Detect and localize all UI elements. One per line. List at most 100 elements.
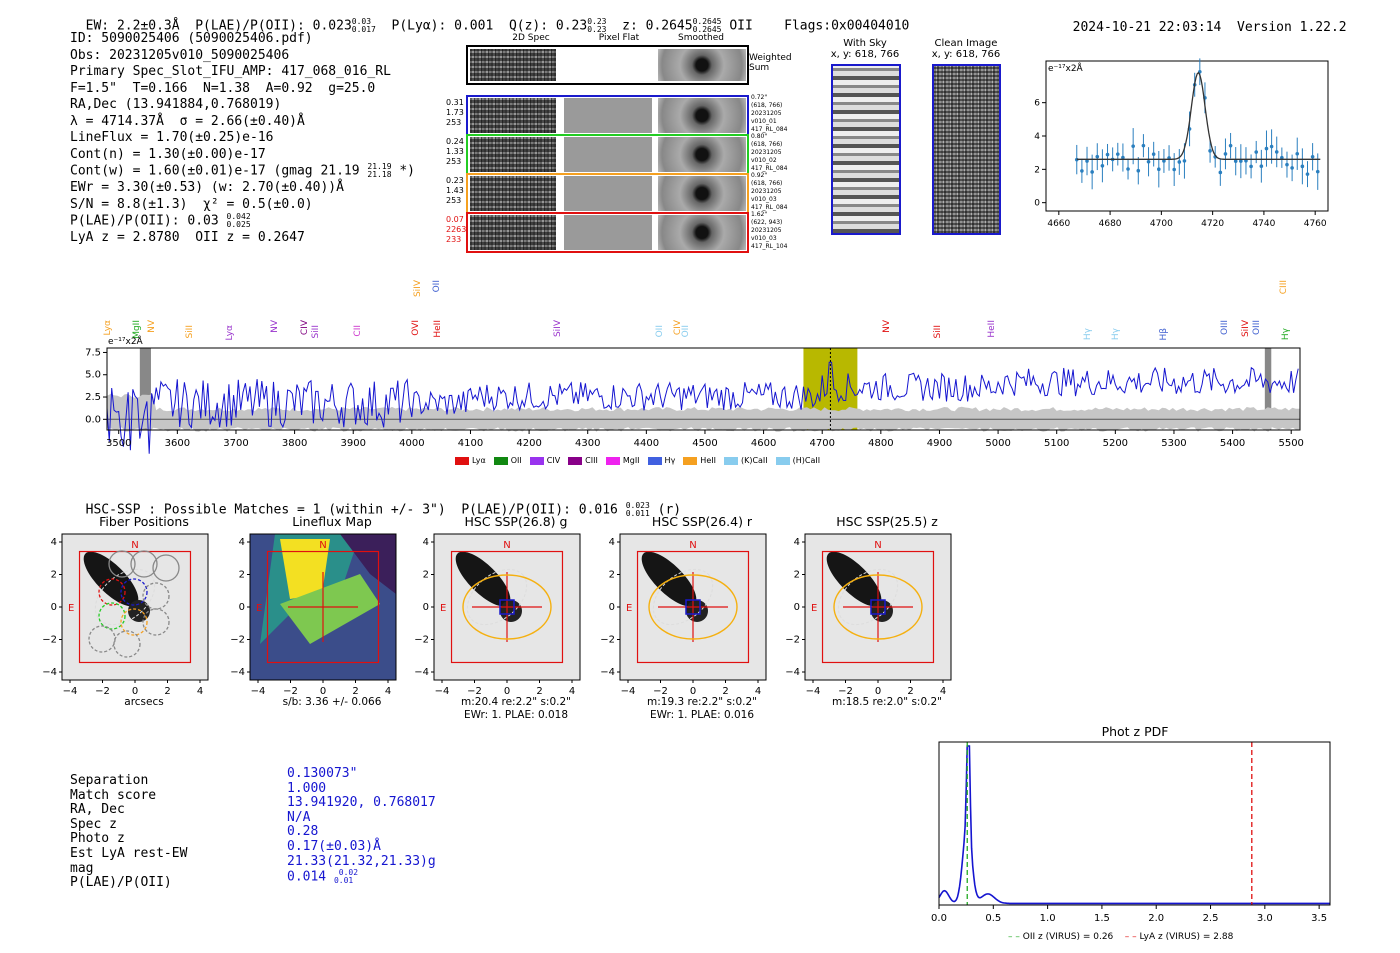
pixel-flat-image (564, 176, 652, 211)
legend-swatch (455, 456, 469, 465)
match-plae-sup: 0.02 (338, 868, 359, 878)
legend-item: OII (493, 456, 522, 465)
spec2d-row-meta: 417_RL_084 (751, 126, 788, 133)
match-value-text: N/A (287, 809, 311, 825)
hsc-panel-caption: m:18.5 re:2.0" s:0.2" (832, 696, 942, 708)
compass-n: N (689, 540, 696, 551)
x-tick-label: 5100 (1044, 438, 1069, 449)
isophote (837, 568, 899, 626)
aperture-box (636, 550, 750, 664)
legend-label: OII (510, 456, 522, 465)
header-right: 2024-10-21 22:03:14 Version 1.22.2 (1057, 5, 1347, 35)
x-tick-label: 2 (722, 686, 728, 697)
photz-legend: – – OII z (VIRUS) = 0.26 – – LyA z (VIRU… (1008, 932, 1233, 942)
x-tick-label: 2.5 (1203, 913, 1219, 924)
x-tick-label: 3600 (165, 438, 190, 449)
x-tick-label: 2.0 (1148, 913, 1164, 924)
data-point (1105, 152, 1110, 157)
legend-label: Lyα (472, 456, 486, 465)
aperture-box (266, 550, 380, 664)
x-tick-label: 0 (132, 686, 138, 697)
hsc-panel-title: HSC SSP(26.8) g (464, 514, 568, 529)
photz-data: 0.0 0.5 1.0 1.5 2.0 2.5 3.0 3.5 (931, 741, 1331, 924)
y-tick-label: 2 (239, 570, 245, 581)
match-value-text: 0.17(±0.03)Å (287, 838, 381, 854)
with-sky-image (831, 64, 901, 235)
info-lambda: λ = 4714.37Å σ = 2.66(±0.40)Å (70, 113, 305, 129)
spec2d-panel: 2D Spec Pixel Flat Smoothed Weighted Sum… (446, 33, 796, 258)
spectral-line-label: OII (432, 280, 442, 293)
hsc-panel-svg: N E −4 −2 0 2 4 4 2 0 −2 −4 (785, 533, 952, 697)
x-tick-label: 3900 (340, 438, 365, 449)
data-point (1310, 154, 1315, 159)
full-spectrum-plot: 3500 3600 3700 3800 3900 4000 4100 4200 4300 4400… (85, 335, 1304, 454)
header-z-sup: 0.2645 (692, 17, 722, 26)
hsc-panel-title: HSC SSP(25.5) z (836, 514, 938, 529)
spec2d-row-meta: v010_03 (751, 235, 777, 242)
x-tick-label: 4100 (458, 438, 483, 449)
x-tick-label: 5400 (1220, 438, 1245, 449)
with-sky-title: With Sky x, y: 618, 766 (830, 38, 900, 60)
x-tick-label: 3.0 (1257, 913, 1273, 924)
data-point (1095, 154, 1100, 159)
lineflux-region (280, 574, 380, 644)
data-point (1300, 164, 1305, 169)
lineflux-peak (280, 539, 330, 599)
photz-legend-lya: LyA z (VIRUS) = 2.88 (1139, 932, 1234, 942)
info-plae: P(LAE)/P(OII): 0.03 0.042 0.025 (70, 213, 415, 230)
with-sky-xy: x, y: 618, 766 (830, 49, 900, 60)
data-point (1126, 167, 1130, 171)
x-tick-label: 0.0 (931, 913, 947, 924)
spec2d-row-meta: 1.62" (751, 211, 768, 218)
x-tick-label: −4 (63, 686, 78, 697)
info-sn: S/N = 8.8(±1.3) χ² = 0.5(±0.0) (70, 196, 313, 212)
legend-swatch (605, 456, 620, 465)
header-qz-frac: 0.23 0.23 (587, 18, 606, 34)
y-tick-label: −4 (414, 667, 429, 678)
spec2d-row-frame (466, 212, 749, 253)
lineflux-dark (340, 534, 396, 594)
x-tick-label: 4000 (399, 438, 424, 449)
match-label: P(LAE)/P(OII) (70, 875, 172, 891)
hsc-panel: N E −4 −2 0 2 4 4 2 0 −2 −4 (414, 532, 614, 697)
kron-ellipse (648, 574, 738, 640)
match-value: 0.28 (287, 825, 436, 840)
x-tick-label: −2 (653, 686, 668, 697)
y-tick-label: −2 (785, 635, 800, 646)
clean-image (932, 64, 1001, 235)
data-point (1223, 152, 1228, 156)
spec2d-row-meta: (618, 766) (751, 141, 783, 148)
y-tick-label: −2 (414, 635, 429, 646)
x-tick-label: 4600 (751, 438, 776, 449)
match-value: 0.17(±0.03)Å (287, 838, 436, 855)
y-tick-label: −2 (42, 635, 57, 646)
x-tick-label: 4500 (692, 438, 717, 449)
match-label: Match score (70, 787, 157, 803)
spec2d-col-title: Smoothed (678, 33, 724, 43)
x-tick-label: 2 (907, 686, 913, 697)
spec2d-row-num: 1.73 (446, 108, 464, 117)
y-tick-label: 0.0 (85, 414, 101, 425)
x-tick-label: −2 (95, 686, 110, 697)
data-point (1315, 169, 1320, 174)
header-plae-sup: 0.03 (351, 17, 372, 26)
y-tick-label: 0 (794, 602, 800, 613)
fiber-circle (98, 602, 126, 630)
data-point (1151, 152, 1156, 156)
x-tick-label: 3700 (223, 438, 248, 449)
x-tick-label: −4 (251, 686, 266, 697)
data-point (1305, 172, 1310, 176)
info-contw-sub: 21.18 (367, 170, 392, 179)
weighted-2d-image (470, 49, 556, 81)
clean-image-title: Clean Image x, y: 618, 766 (930, 38, 1002, 60)
spec2d-col-title: 2D Spec (512, 33, 550, 43)
header-z-frac: 0.2645 0.2645 (693, 18, 722, 34)
galaxy-core (500, 600, 522, 622)
compass-n: N (874, 540, 881, 551)
header-bar: EW: 2.2±0.3Å P(LAE)/P(OII): 0.0230.03 0.0… (70, 3, 910, 34)
data-point (1259, 164, 1264, 169)
data-point (1254, 150, 1259, 154)
header-plya: P(Lyα): 0.001 (391, 18, 494, 34)
legend-swatch (723, 456, 738, 465)
x-tick-label: 4760 (1304, 219, 1327, 229)
